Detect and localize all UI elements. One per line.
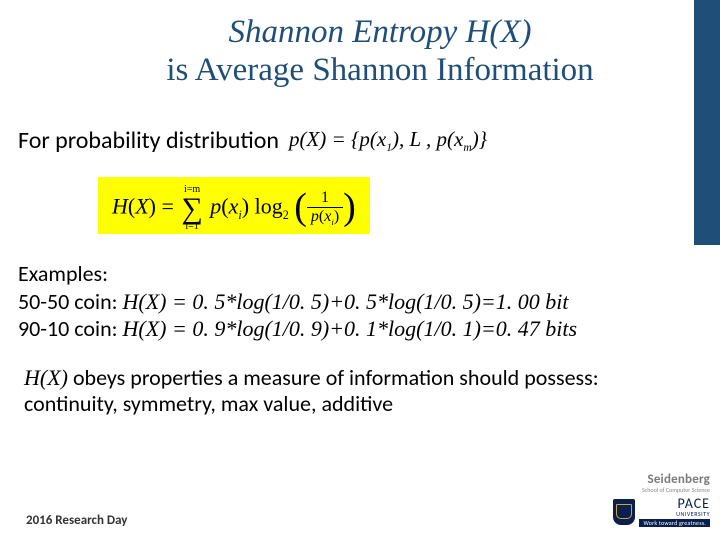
frac-num: 1 (317, 190, 333, 207)
probability-line: For probability distribution p(X) = {p(x… (18, 126, 702, 155)
example-row-2: 90-10 coin: H(X) = 0. 9*log(1/0. 9)+0. 1… (18, 315, 702, 343)
prob-label: For probability distribution (18, 126, 279, 155)
seidenberg-subtitle: School of Computer Science (613, 487, 710, 493)
examples-block: Examples: 50-50 coin: H(X) = 0. 5*log(1/… (18, 260, 702, 343)
pace-university: UNIVERSITY (639, 511, 710, 517)
pace-shield-icon (613, 499, 635, 525)
footer-text: 2016 Research Day (26, 513, 127, 528)
properties-text: H(X) obeys properties a measure of infor… (18, 365, 702, 418)
example-row-1: 50-50 coin: H(X) = 0. 5*log(1/0. 5)+0. 5… (18, 288, 702, 316)
title-line2: is Average Shannon Information (80, 52, 680, 90)
seidenberg-logo: Seidenberg (613, 472, 710, 487)
slide-body: For probability distribution p(X) = {p(x… (0, 98, 720, 417)
entropy-formula: H(X) = i=m ∑ i=1 p(xi) log2 ( 1 p(xi) ) (98, 177, 370, 234)
prob-formula: p(X) = {p(x1), L , p(xm)} (289, 127, 487, 154)
slide-title: Shannon Entropy H(X) is Average Shannon … (0, 0, 720, 98)
logo-block: Seidenberg School of Computer Science PA… (613, 472, 710, 530)
sum-lower: i=1 (185, 222, 198, 232)
pace-tagline: Work toward greatness. (639, 519, 710, 527)
accent-bar (694, 0, 720, 245)
title-line1: Shannon Entropy H(X) (80, 14, 680, 50)
pace-logo: PACE UNIVERSITY Work toward greatness. (613, 497, 710, 527)
examples-heading: Examples: (18, 260, 702, 288)
pace-word: PACE (639, 497, 710, 511)
